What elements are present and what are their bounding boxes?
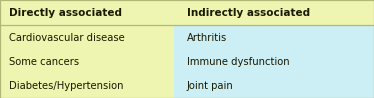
Text: Indirectly associated: Indirectly associated (187, 8, 310, 18)
Text: Immune dysfunction: Immune dysfunction (187, 57, 289, 67)
Text: Directly associated: Directly associated (9, 8, 122, 18)
Text: Diabetes/Hypertension: Diabetes/Hypertension (9, 81, 124, 91)
Bar (0, 0, 374, 25)
Text: Some cancers: Some cancers (9, 57, 79, 67)
Text: Joint pain: Joint pain (187, 81, 234, 91)
Text: Cardiovascular disease: Cardiovascular disease (9, 33, 125, 43)
Bar (174, 25, 374, 98)
Text: Arthritis: Arthritis (187, 33, 227, 43)
Bar (0, 25, 174, 98)
